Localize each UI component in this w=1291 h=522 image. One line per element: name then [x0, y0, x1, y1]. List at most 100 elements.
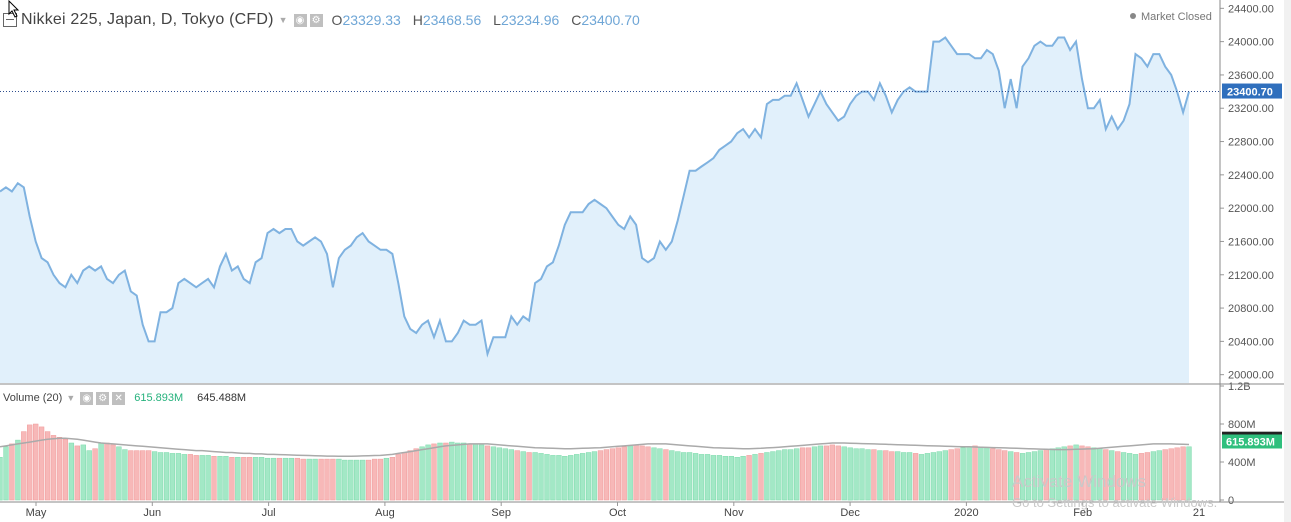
volume-bar[interactable] [788, 449, 794, 501]
volume-bar[interactable] [15, 439, 21, 501]
volume-bar[interactable] [122, 449, 128, 501]
volume-bar[interactable] [235, 457, 241, 501]
volume-bar[interactable] [229, 457, 235, 501]
volume-bar[interactable] [758, 453, 764, 501]
volume-bar[interactable] [134, 450, 140, 501]
volume-bar[interactable] [984, 447, 990, 501]
volume-bar[interactable] [383, 457, 390, 501]
volume-bar[interactable] [1008, 451, 1014, 501]
volume-bar[interactable] [574, 454, 580, 501]
volume-bar[interactable] [930, 452, 937, 501]
eye-icon[interactable]: ◉ [80, 391, 94, 405]
volume-bar[interactable] [116, 446, 122, 501]
volume-bar[interactable] [472, 443, 479, 501]
volume-bar[interactable] [181, 454, 187, 501]
volume-bar[interactable] [1037, 450, 1044, 501]
volume-bar[interactable] [794, 448, 800, 501]
volume-bar[interactable] [1067, 445, 1073, 501]
volume-bar[interactable] [924, 453, 931, 501]
volume-bar[interactable] [461, 442, 467, 501]
volume-bar[interactable] [895, 451, 901, 501]
volume-bar[interactable] [972, 445, 978, 501]
volume-bar[interactable] [544, 454, 550, 501]
volume-bar[interactable] [407, 450, 413, 501]
volume-bar[interactable] [175, 453, 182, 501]
volume-bar[interactable] [603, 449, 610, 501]
volume-bar[interactable] [883, 450, 889, 501]
volume-bar[interactable] [764, 452, 770, 501]
volume-bar[interactable] [282, 457, 289, 501]
volume-bar[interactable] [585, 452, 592, 501]
volume-bar[interactable] [288, 457, 294, 501]
volume-bar[interactable] [508, 449, 514, 501]
volume-bar[interactable] [104, 442, 110, 501]
volume-bar[interactable] [722, 456, 728, 501]
volume-bar[interactable] [675, 451, 681, 501]
volume-bar[interactable] [205, 455, 211, 501]
volume-bar[interactable] [92, 448, 98, 501]
volume-bar[interactable] [871, 449, 877, 501]
volume-bar[interactable] [633, 444, 639, 501]
volume-bar[interactable] [193, 455, 199, 501]
volume-bar[interactable] [217, 456, 223, 501]
volume-bar[interactable] [128, 450, 134, 501]
volume-bar[interactable] [110, 444, 116, 501]
volume-bar[interactable] [467, 443, 473, 501]
volume-bar[interactable] [841, 446, 847, 501]
volume-bar[interactable] [1162, 449, 1168, 501]
volume-bar[interactable] [484, 445, 491, 501]
volume-bar[interactable] [1055, 447, 1061, 501]
volume-bar[interactable] [835, 445, 841, 501]
volume-bar[interactable] [157, 452, 164, 501]
close-icon[interactable]: ✕ [112, 391, 126, 405]
volume-bar[interactable] [1073, 444, 1079, 501]
volume-bar[interactable] [342, 459, 348, 501]
volume-bar[interactable] [1126, 453, 1133, 501]
volume-bar[interactable] [556, 455, 562, 501]
volume-bar[interactable] [942, 450, 948, 501]
volume-bar[interactable] [371, 458, 378, 501]
volume-bar[interactable] [514, 450, 520, 501]
volume-bar[interactable] [734, 457, 740, 501]
volume-bar[interactable] [455, 442, 461, 501]
volume-bar[interactable] [615, 447, 621, 501]
volume-bar[interactable] [377, 458, 384, 501]
volume-bar[interactable] [645, 446, 651, 501]
volume-bar[interactable] [538, 453, 544, 501]
volume-bar[interactable] [74, 445, 80, 501]
volume-bar[interactable] [960, 447, 966, 501]
volume-bar[interactable] [490, 446, 497, 501]
volume-bar[interactable] [1085, 446, 1091, 501]
volume-bar[interactable] [360, 459, 366, 501]
volume-bar[interactable] [276, 457, 283, 501]
volume-bar[interactable] [1109, 450, 1115, 501]
volume-bar[interactable] [300, 458, 306, 501]
volume-bar[interactable] [247, 457, 253, 501]
volume-bar[interactable] [145, 450, 152, 501]
volume-bar[interactable] [621, 446, 627, 501]
volume-bar[interactable] [1138, 453, 1145, 501]
volume-bar[interactable] [419, 446, 425, 501]
volume-bar[interactable] [746, 455, 752, 501]
volume-bar[interactable] [354, 459, 360, 501]
volume-bar[interactable] [865, 449, 871, 501]
volume-bar[interactable] [918, 454, 925, 501]
volume-bar[interactable] [258, 457, 265, 501]
volume-bar[interactable] [38, 426, 45, 501]
scrollbar[interactable] [1284, 0, 1291, 522]
volume-bar[interactable] [526, 452, 532, 501]
volume-bar[interactable] [805, 447, 812, 501]
volume-bar[interactable] [562, 456, 568, 501]
volume-bar[interactable] [211, 456, 217, 501]
volume-bar[interactable] [912, 453, 919, 501]
volume-bar[interactable] [199, 455, 205, 501]
volume-bar[interactable] [62, 438, 69, 501]
volume-bar[interactable] [187, 454, 193, 501]
volume-bar[interactable] [698, 454, 705, 501]
volume-bar[interactable] [1013, 452, 1020, 501]
volume-bar[interactable] [681, 452, 687, 501]
volume-bar[interactable] [597, 450, 604, 501]
volume-bar[interactable] [163, 452, 170, 501]
volume-bar[interactable] [829, 444, 835, 501]
volume-bar[interactable] [847, 447, 853, 501]
